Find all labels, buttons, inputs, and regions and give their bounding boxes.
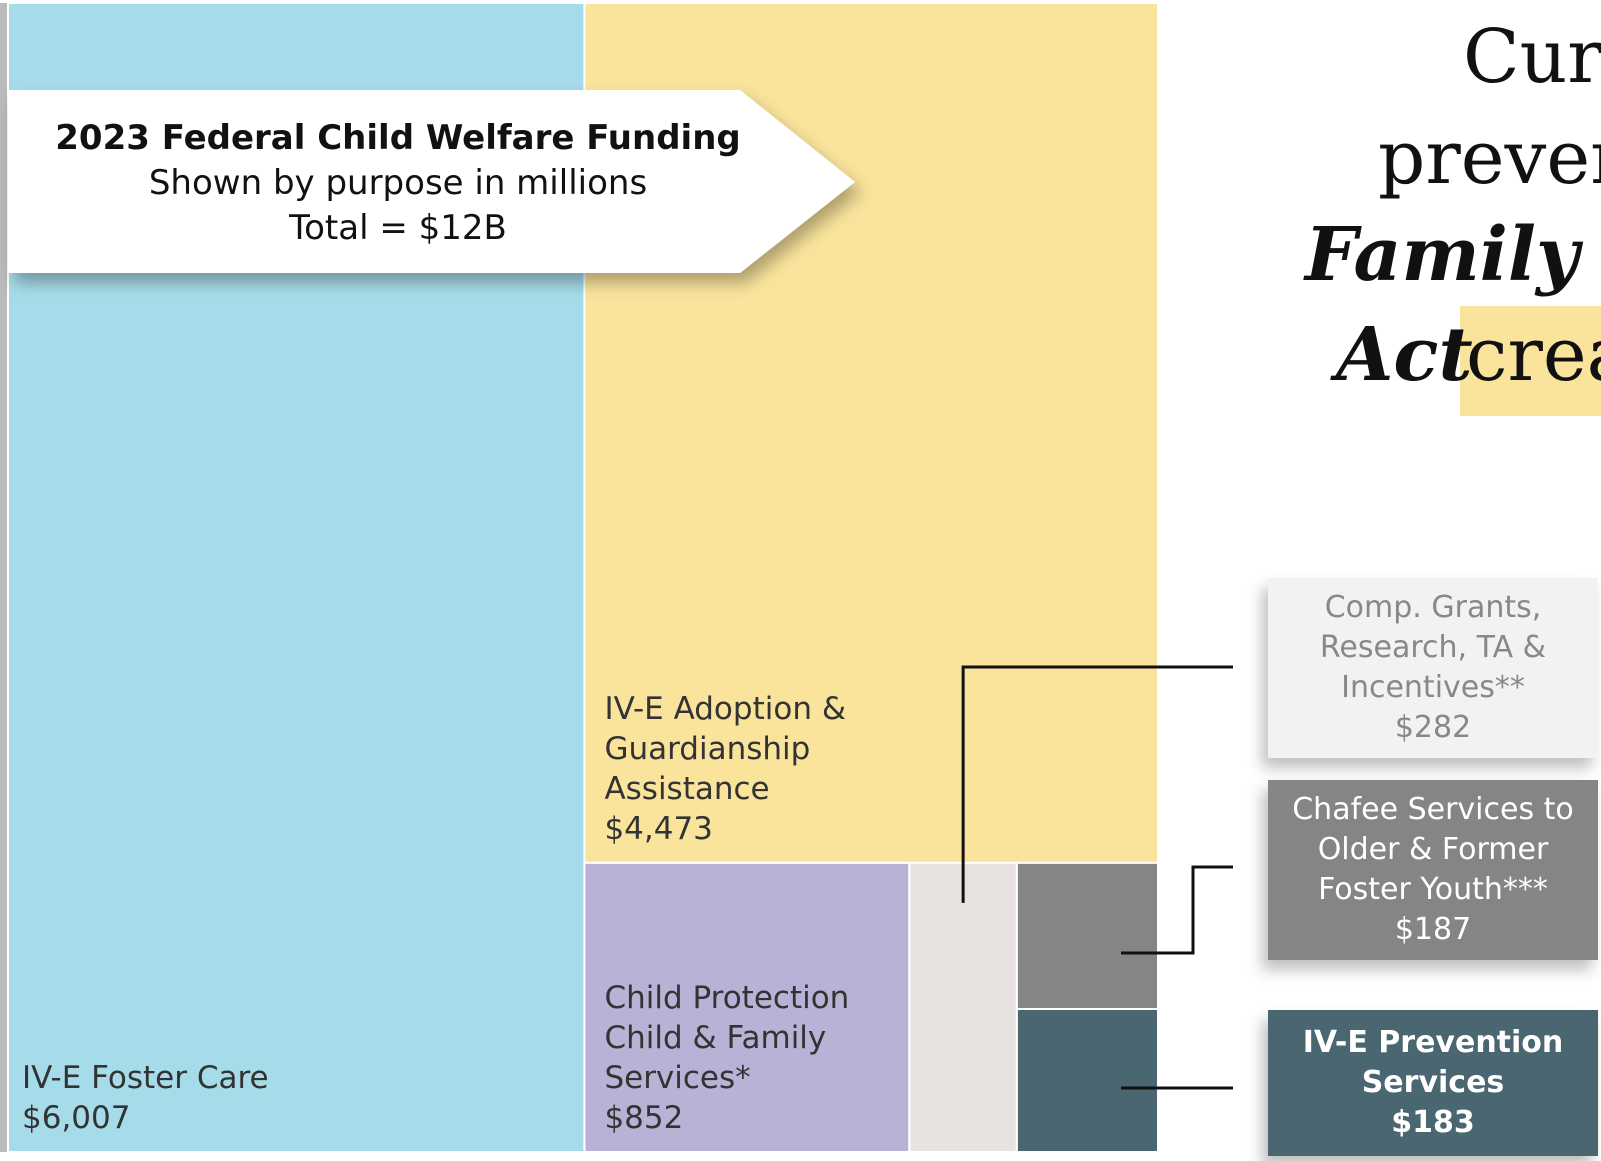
callout-box: Comp. Grants, Research, TA & Incentives*… — [1268, 578, 1598, 758]
value-label: $183 — [1391, 1105, 1475, 1140]
banner — [8, 90, 855, 273]
connector — [961, 665, 1233, 903]
connector — [1121, 865, 1233, 955]
callout-box: Chafee Services to Older & Former Foster… — [1268, 780, 1598, 960]
chart-title: 2023 Federal Child Welfare Funding — [55, 118, 741, 158]
banner-text: 2023 Federal Child Welfare Funding Shown… — [8, 90, 788, 251]
heading-text: crea — [1466, 312, 1601, 398]
heading-text: Curr — [1463, 14, 1601, 100]
tile-label: IV-E Foster Care $6,007 — [22, 1058, 422, 1138]
heading-text: preven — [1378, 115, 1601, 201]
value-label: $282 — [1394, 710, 1472, 745]
shadow-edge — [0, 3, 8, 1152]
category-label: IV-E Foster Care — [22, 1060, 269, 1096]
category-label: Chafee Services to Older & Former Foster… — [1292, 792, 1574, 907]
chart-subtitle: Shown by purpose in millions — [148, 163, 648, 203]
heading-text: Family F — [1303, 212, 1601, 298]
value-label: $852 — [604, 1100, 684, 1136]
tile-label: Child Protection Child & Family Services… — [604, 978, 874, 1138]
tile-label: IV-E Adoption & Guardianship Assistance $… — [604, 689, 874, 849]
category-label: IV-E Prevention Services — [1302, 1025, 1564, 1100]
heading-text: Act — [1330, 312, 1473, 398]
value-label: $6,007 — [22, 1100, 131, 1136]
category-label: Child Protection Child & Family Services… — [604, 980, 850, 1096]
category-label: Comp. Grants, Research, TA & Incentives*… — [1319, 590, 1547, 705]
category-label: IV-E Adoption & Guardianship Assistance — [604, 690, 846, 807]
tile — [908, 861, 1018, 1153]
highlight — [1460, 306, 1601, 416]
tile — [1015, 861, 1160, 1011]
value-label: $187 — [1394, 912, 1472, 947]
tile — [1015, 1008, 1160, 1153]
annotation: Total = $12B — [289, 208, 507, 248]
callout-box: IV-E Prevention Services $183 — [1268, 1010, 1598, 1156]
value-label: $4,473 — [604, 810, 713, 847]
